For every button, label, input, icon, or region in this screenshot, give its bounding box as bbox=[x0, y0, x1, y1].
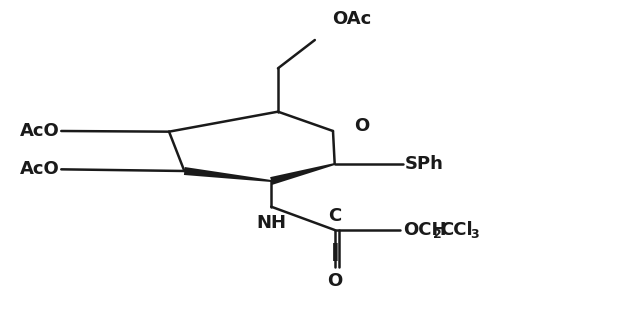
Text: AcO: AcO bbox=[19, 160, 59, 178]
Text: O: O bbox=[354, 117, 369, 135]
Text: CCl: CCl bbox=[440, 221, 472, 239]
Text: C: C bbox=[328, 207, 341, 225]
Text: AcO: AcO bbox=[19, 122, 59, 140]
Text: 2: 2 bbox=[433, 228, 442, 241]
Text: OAc: OAc bbox=[332, 10, 371, 28]
Polygon shape bbox=[270, 163, 335, 185]
Text: O: O bbox=[327, 272, 343, 290]
Text: 3: 3 bbox=[470, 228, 479, 241]
Text: OCH: OCH bbox=[403, 221, 446, 239]
Text: NH: NH bbox=[256, 214, 286, 232]
Polygon shape bbox=[184, 167, 271, 182]
Text: SPh: SPh bbox=[405, 155, 444, 173]
Text: ‖: ‖ bbox=[331, 243, 339, 261]
